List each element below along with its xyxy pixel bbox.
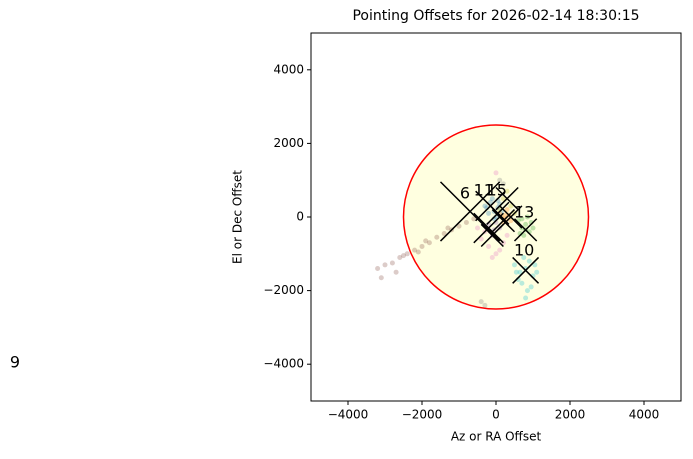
annotation: 13 (514, 202, 534, 221)
scatter-point (393, 269, 399, 275)
y-tick-label: −2000 (263, 283, 304, 297)
scatter-point (519, 280, 525, 286)
center-cross (473, 212, 504, 244)
scatter-point (382, 262, 388, 268)
annotation: 6 (460, 183, 470, 202)
center-cross (495, 186, 519, 211)
scatter-point (434, 234, 440, 240)
scatter-point (513, 269, 519, 275)
scatter-point (426, 240, 432, 246)
x-tick-label: −4000 (328, 408, 369, 422)
scatter-point (508, 218, 514, 224)
center-cross (439, 181, 501, 242)
annotation: 15 (487, 180, 507, 199)
tolerance-circle (402, 124, 590, 310)
scatter-point (415, 249, 421, 255)
scatter-point (523, 295, 529, 301)
scatter-point (486, 243, 492, 249)
scatter-point (528, 284, 534, 290)
scatter-point (521, 232, 527, 238)
scatter-point (478, 236, 484, 242)
scatter-point (397, 254, 403, 260)
scatter-point (375, 266, 381, 272)
annotation: 11 (474, 180, 494, 199)
x-axis-label: Az or RA Offset (451, 430, 542, 444)
center-cross (513, 218, 538, 242)
chart-title: Pointing Offsets for 2026-02-14 18:30:15 (352, 8, 639, 24)
scatter-point (504, 207, 510, 213)
scatter-point (475, 225, 480, 231)
scatter-point (534, 269, 540, 275)
scatter-point (445, 225, 451, 231)
scatter-point (497, 177, 503, 183)
scatter-point (486, 210, 492, 216)
scatter-point (523, 221, 529, 227)
scatter-point (489, 196, 495, 202)
scatter-point (489, 254, 495, 260)
y-tick-label: 2000 (273, 136, 304, 150)
scatter-point (441, 231, 447, 237)
scatter-point (532, 262, 538, 268)
scatter-point (521, 254, 527, 260)
scatter-point (493, 251, 499, 257)
center-cross (491, 209, 516, 233)
scatter-point (524, 288, 530, 294)
scatter-point (419, 243, 425, 249)
scatter-point (530, 225, 536, 231)
scatter-point (502, 212, 508, 218)
scatter-point (412, 247, 418, 253)
scatter-point (423, 238, 429, 244)
scatter-point (487, 199, 493, 205)
scatter-point (500, 196, 506, 202)
scatter-point (497, 247, 503, 253)
x-tick-label: −2000 (402, 408, 443, 422)
x-tick-label: 0 (492, 408, 500, 422)
scatter-point (493, 170, 499, 176)
annotation: 10 (514, 240, 534, 259)
scatter-point (389, 260, 395, 266)
scatter-point (401, 253, 406, 259)
scatter-point (482, 302, 488, 308)
scatter-point (519, 216, 525, 222)
scatter-point (517, 269, 523, 275)
scatter-point (524, 214, 530, 220)
x-tick-label: 4000 (629, 408, 660, 422)
scatter-point (508, 203, 514, 209)
scatter-point (404, 251, 410, 257)
scatter-point (456, 223, 462, 229)
scatter-point (504, 188, 510, 194)
center-cross (486, 201, 510, 225)
center-cross (480, 223, 504, 248)
scatter-point (378, 275, 384, 281)
center-cross (512, 256, 540, 284)
scatter-point (512, 262, 517, 268)
scatter-point (478, 299, 484, 305)
y-tick-label: −4000 (263, 357, 304, 371)
scatter-point (463, 220, 469, 226)
scatter-point (504, 232, 510, 238)
scatter-point (526, 258, 532, 264)
annotation: 9 (10, 353, 20, 372)
scatter-point (482, 203, 488, 209)
y-axis-label: El or Dec Offset (231, 170, 245, 264)
y-tick-label: 0 (296, 210, 304, 224)
y-tick-label: 4000 (273, 62, 304, 76)
scatter-point (471, 216, 477, 222)
scatter-point (500, 181, 506, 187)
x-tick-label: 2000 (555, 408, 586, 422)
